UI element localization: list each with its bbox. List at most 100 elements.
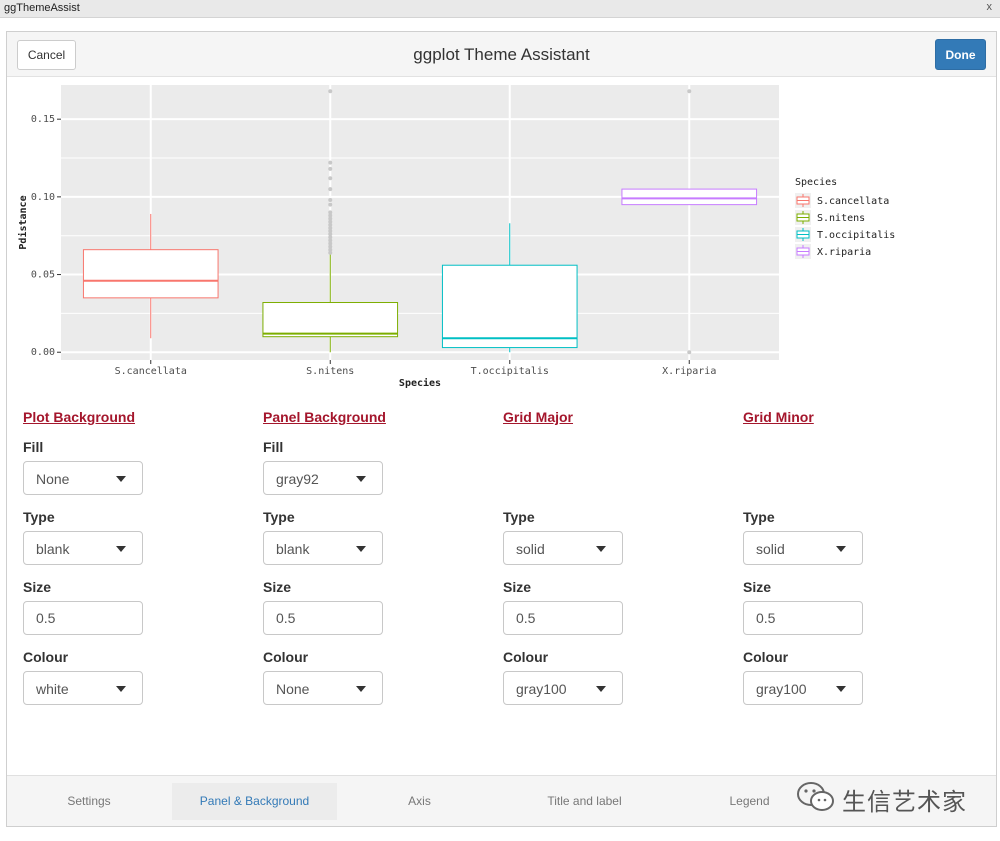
grid-major-colour-select[interactable]: gray100	[503, 671, 623, 705]
plot-background-title[interactable]: Plot Background	[23, 409, 136, 425]
grid-minor-section: Grid Minor Type solid Size Colour gray10…	[734, 404, 934, 724]
outlier-point	[328, 187, 333, 192]
grid-major-type-select[interactable]: solid	[503, 531, 623, 565]
grid-minor-size-input[interactable]	[743, 601, 863, 635]
grid-minor-type-select[interactable]: solid	[743, 531, 863, 565]
grid-minor-colour-label: Colour	[743, 649, 789, 665]
plot-background-colour-value: white	[36, 681, 69, 697]
tab-settings[interactable]: Settings	[67, 794, 111, 808]
window-titlebar: ggThemeAssist x	[0, 0, 1000, 18]
x-tick-label: X.riparia	[662, 366, 716, 377]
panel-background-section: Panel Background Fill gray92 Type blank …	[254, 404, 454, 724]
outlier-point	[328, 244, 333, 249]
close-icon[interactable]: x	[986, 1, 993, 13]
grid-major-size-input[interactable]	[503, 601, 623, 635]
outlier-point	[328, 247, 333, 252]
outlier-point	[328, 166, 333, 171]
plot-background-colour-select[interactable]: white	[23, 671, 143, 705]
grid-minor-type-label: Type	[743, 509, 775, 525]
outlier-point	[328, 210, 333, 215]
outlier-point	[328, 238, 333, 243]
outlier-point	[328, 232, 333, 237]
x-tick-label: T.occipitalis	[471, 366, 549, 377]
box-S.nitens	[262, 302, 399, 338]
panel-background-fill-label: Fill	[263, 439, 284, 455]
legend-label: S.cancellata	[817, 196, 889, 207]
tab-title-and-label[interactable]: Title and label	[547, 794, 622, 808]
panel-background-type-value: blank	[276, 541, 310, 557]
done-button[interactable]: Done	[935, 39, 986, 70]
tab-legend[interactable]: Legend	[729, 794, 770, 808]
caret-down-icon	[116, 546, 126, 552]
outlier-point	[328, 160, 333, 165]
panel-background-type-label: Type	[263, 509, 295, 525]
plot-background-size-input[interactable]	[23, 601, 143, 635]
plot-preview: 0.00 0.05 0.10 0.15 S.cancellata S.nitens T.oc…	[13, 80, 943, 390]
watermark-text: 生信艺术家	[842, 788, 967, 816]
grid-major-colour-label: Colour	[503, 649, 549, 665]
outlier-point	[328, 197, 333, 202]
caret-down-icon	[116, 686, 126, 692]
legend-title: Species	[795, 177, 837, 188]
caret-down-icon	[116, 476, 126, 482]
x-tick-label: S.cancellata	[115, 366, 187, 377]
page-title: ggplot Theme Assistant	[413, 45, 590, 64]
box-S.cancellata	[82, 249, 219, 299]
grid-major-title[interactable]: Grid Major	[503, 409, 574, 425]
outlier-point	[687, 89, 692, 94]
legend-label: X.riparia	[817, 247, 871, 258]
caret-down-icon	[836, 546, 846, 552]
tab-panel-background[interactable]: Panel & Background	[172, 783, 337, 820]
plot-background-type-value: blank	[36, 541, 70, 557]
grid-major-type-label: Type	[503, 509, 535, 525]
panel-background-colour-value: None	[276, 681, 310, 697]
x-tick-label: S.nitens	[306, 366, 354, 377]
grid-minor-colour-value: gray100	[756, 681, 807, 697]
grid-minor-size-label: Size	[743, 579, 772, 595]
plot-background-fill-label: Fill	[23, 439, 44, 455]
tab-axis[interactable]: Axis	[408, 794, 431, 808]
outlier-point	[328, 89, 333, 94]
window-title: ggThemeAssist	[4, 2, 80, 14]
plot-background-type-label: Type	[23, 509, 55, 525]
outlier-point	[328, 222, 333, 227]
panel-background-fill-select[interactable]: gray92	[263, 461, 383, 495]
wechat-icon	[797, 782, 834, 811]
grid-minor-title[interactable]: Grid Minor	[743, 409, 814, 425]
panel-background-type-select[interactable]: blank	[263, 531, 383, 565]
panel-background-fill-value: gray92	[276, 471, 319, 487]
outlier-point	[328, 235, 333, 240]
y-tick-label: 0.15	[31, 114, 55, 125]
grid-minor-colour-select[interactable]: gray100	[743, 671, 863, 705]
caret-down-icon	[356, 686, 366, 692]
panel-background-colour-select[interactable]: None	[263, 671, 383, 705]
panel-background-title[interactable]: Panel Background	[263, 409, 386, 425]
caret-down-icon	[596, 686, 606, 692]
y-axis-title: Pdistance	[17, 195, 29, 249]
tab-bar: Settings Panel & Background Axis Title a…	[7, 775, 996, 826]
y-tick-label: 0.10	[31, 192, 55, 203]
outlier-point	[328, 176, 333, 181]
panel-background-size-input[interactable]	[263, 601, 383, 635]
outlier-point	[328, 216, 333, 221]
legend-label: T.occipitalis	[817, 230, 895, 241]
plot-background-section: Plot Background Fill None Type blank Siz…	[14, 404, 214, 724]
gadget-frame: Cancel ggplot Theme Assistant Done 0.00 0…	[6, 31, 997, 827]
legend-label: S.nitens	[817, 213, 865, 224]
box-X.riparia	[621, 188, 758, 206]
plot-background-fill-value: None	[36, 471, 70, 487]
caret-down-icon	[596, 546, 606, 552]
outlier-point	[328, 219, 333, 224]
caret-down-icon	[356, 546, 366, 552]
outlier-point	[328, 250, 333, 255]
plot-background-fill-select[interactable]: None	[23, 461, 143, 495]
plot-background-type-select[interactable]: blank	[23, 531, 143, 565]
grid-major-type-value: solid	[516, 541, 545, 557]
grid-minor-type-value: solid	[756, 541, 785, 557]
box-T.occipitalis	[441, 264, 578, 349]
cancel-button[interactable]: Cancel	[17, 40, 76, 70]
plot-background-colour-label: Colour	[23, 649, 69, 665]
grid-major-size-label: Size	[503, 579, 532, 595]
x-axis-title: Species	[399, 377, 441, 389]
outlier-point	[328, 229, 333, 234]
